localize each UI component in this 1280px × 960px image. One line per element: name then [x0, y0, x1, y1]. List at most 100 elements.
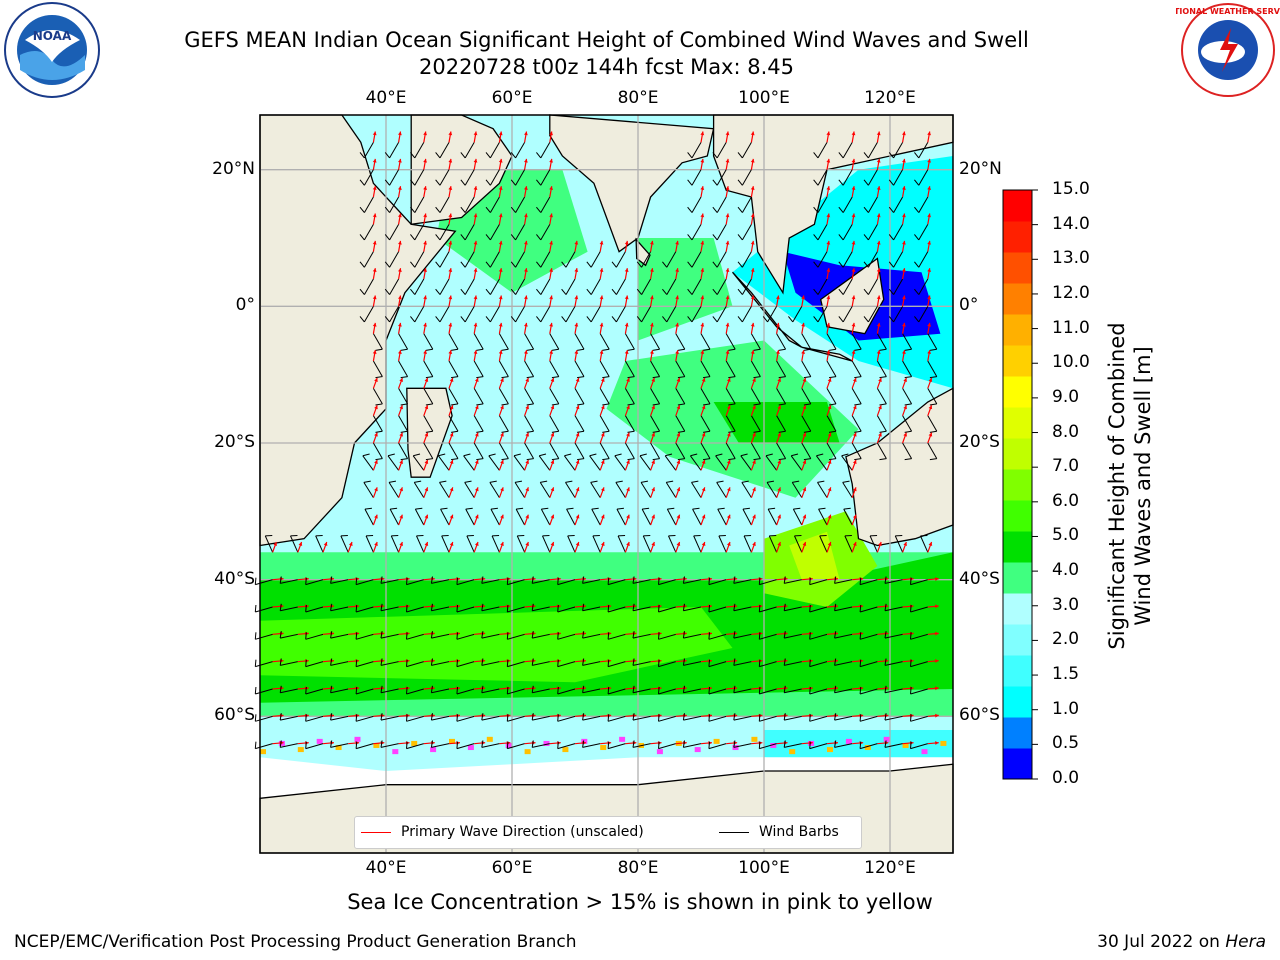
wave-arrow-head [498, 350, 503, 354]
wind-barb-flag [758, 632, 761, 640]
wave-arrow-head [575, 541, 580, 546]
wind-barb-flag [362, 453, 370, 457]
wind-barb-flag [476, 348, 484, 351]
wind-barb [481, 633, 500, 639]
wind-barb [894, 535, 904, 553]
wind-barb-flag [536, 234, 542, 241]
wind-barb-flag [691, 480, 699, 483]
wind-barb [790, 455, 803, 471]
wave-arrow-head [399, 514, 403, 519]
wind-barb [414, 169, 425, 186]
land-java [801, 346, 853, 362]
wave-arrow-head [927, 240, 931, 245]
wind-barb [490, 508, 500, 526]
wind-barb-flag [829, 458, 837, 461]
wind-barb-flag [481, 631, 484, 639]
wind-barb-flag [481, 713, 484, 721]
wave-arrow-head [449, 487, 454, 492]
wind-barb [842, 196, 853, 213]
wind-barb [817, 278, 828, 295]
wind-barb-flag [813, 261, 819, 268]
wave-arrow-head [500, 459, 504, 464]
wind-barb-flag [904, 376, 912, 379]
sea-ice-marker [751, 736, 758, 742]
wave-arrow-head [474, 514, 479, 519]
wind-barb-flag [400, 403, 408, 406]
wind-barb [666, 508, 677, 526]
wind-barb [355, 743, 374, 750]
colorbar-segment [1003, 221, 1032, 253]
wind-barb-flag [783, 658, 786, 666]
lon-tick-bottom: 40°E [365, 858, 407, 878]
wind-barb-flag [305, 686, 307, 695]
wind-barb [740, 455, 752, 471]
wind-barb-flag [414, 480, 422, 483]
wind-barb [741, 482, 752, 498]
wind-barb-flag [778, 430, 786, 433]
wave-arrow-head [423, 158, 427, 163]
wind-barb [464, 278, 475, 295]
wind-barb [910, 715, 928, 722]
wind-barb [315, 535, 324, 553]
wave-arrow-head [650, 295, 654, 300]
wind-barb-flag [682, 713, 686, 721]
wind-barb-flag [712, 261, 718, 268]
wind-barb-flag [582, 713, 585, 721]
sea-ice-marker [316, 738, 323, 744]
wave-arrow-head [473, 240, 478, 245]
wind-barb [918, 251, 929, 268]
wind-barb-flag [551, 403, 559, 406]
wind-barb-flag [384, 234, 390, 241]
wind-barb-flag [355, 604, 358, 613]
wind-barb [532, 606, 550, 612]
wind-barb [532, 633, 550, 639]
footer-date-text: 30 Jul 2022 on [1097, 932, 1220, 952]
wind-barb [826, 388, 837, 405]
wave-arrow-head [876, 158, 881, 163]
wind-barb [733, 633, 752, 639]
wave-arrow-head [928, 541, 933, 546]
wind-barb-flag [582, 603, 585, 611]
wind-barb [826, 360, 837, 377]
wind-barb-flag [380, 576, 383, 584]
wind-barb [398, 415, 409, 432]
wind-barb-flag [717, 507, 725, 510]
wind-barb-flag [632, 603, 635, 611]
wind-barb-flag [909, 604, 912, 613]
wind-barb [750, 388, 761, 405]
wind-barb-flag [632, 631, 635, 639]
wind-barb-flag [859, 577, 862, 585]
wind-barb-flag [728, 376, 736, 379]
wave-arrow-head [600, 514, 605, 519]
wind-barb-flag [536, 316, 542, 323]
wind-barb-flag [506, 604, 509, 613]
wind-barb-flag [510, 179, 516, 186]
wind-barb [841, 455, 853, 471]
wind-barb [557, 579, 576, 586]
wind-barb [642, 535, 652, 553]
wave-arrow-head [675, 350, 679, 354]
wind-barb [759, 743, 777, 750]
wave-arrow-head [826, 131, 831, 136]
wind-barb [549, 333, 560, 350]
wind-barb [826, 333, 837, 350]
wind-barb-flag [405, 741, 408, 749]
wind-barb-flag [682, 576, 686, 584]
wind-barb-flag [838, 179, 844, 186]
wind-barb [372, 360, 383, 377]
wind-barb [927, 360, 938, 377]
sea-ice-marker [902, 742, 909, 748]
wind-barb-flag [430, 713, 434, 721]
wind-barb [398, 360, 409, 377]
wind-barb [507, 661, 525, 668]
wind-barb [632, 579, 651, 584]
sea-ice-marker [430, 747, 437, 753]
lat-tick-left: 20°N [212, 158, 255, 179]
wave-arrow-head [424, 514, 429, 519]
wind-barb [893, 224, 904, 241]
wind-barb [708, 688, 727, 695]
wave-arrow-head [449, 541, 454, 546]
wave-arrow-head [550, 459, 555, 464]
wind-barb [549, 360, 560, 377]
wind-barb-flag [410, 152, 416, 159]
